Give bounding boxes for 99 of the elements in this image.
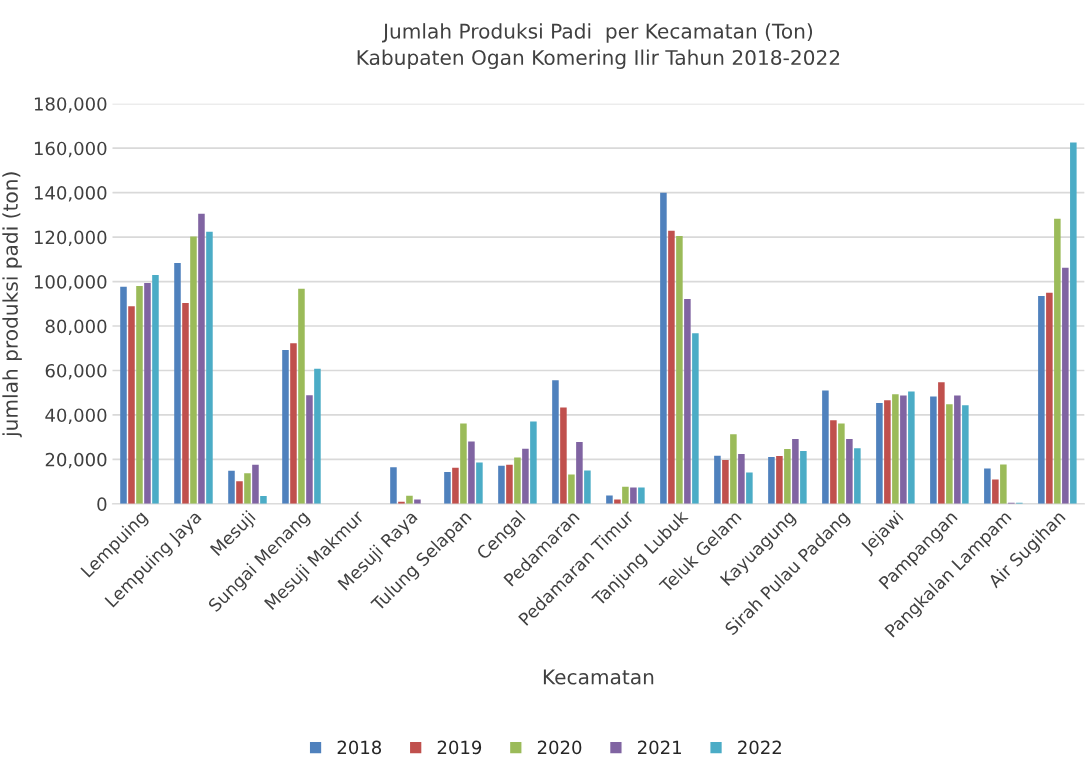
y-tick-label: 140,000 bbox=[34, 186, 107, 202]
bar bbox=[660, 192, 667, 504]
legend-label: 2018 bbox=[337, 740, 382, 755]
bar bbox=[152, 275, 159, 504]
bar bbox=[768, 456, 775, 504]
y-tick-label: 100,000 bbox=[34, 275, 107, 291]
bar bbox=[954, 395, 961, 504]
bar bbox=[514, 457, 521, 504]
bar bbox=[776, 456, 783, 504]
legend-label: 2021 bbox=[638, 740, 681, 755]
bar bbox=[908, 391, 915, 504]
bar bbox=[738, 454, 745, 504]
bar bbox=[228, 470, 235, 504]
bar bbox=[1062, 267, 1069, 504]
bar bbox=[830, 420, 837, 504]
bar bbox=[606, 495, 613, 504]
bar bbox=[460, 423, 467, 504]
bar bbox=[692, 333, 699, 504]
bar bbox=[182, 302, 189, 504]
bar bbox=[506, 464, 513, 504]
bar bbox=[630, 487, 637, 504]
bar bbox=[314, 368, 321, 504]
bar bbox=[236, 481, 243, 504]
bar bbox=[244, 473, 251, 504]
bar bbox=[1038, 296, 1045, 504]
y-tick-label: 160,000 bbox=[34, 141, 107, 158]
bar bbox=[946, 404, 953, 504]
bar bbox=[576, 442, 583, 504]
bar bbox=[992, 479, 999, 504]
bar bbox=[784, 448, 791, 504]
bar bbox=[174, 263, 181, 504]
bar bbox=[892, 394, 899, 504]
bar bbox=[144, 282, 151, 504]
x-axis-title: Kecamatan bbox=[543, 669, 654, 685]
bar bbox=[1000, 464, 1007, 504]
bar bbox=[522, 448, 529, 504]
bar bbox=[406, 495, 413, 504]
bar bbox=[622, 486, 629, 504]
bar bbox=[476, 462, 483, 504]
bar bbox=[638, 487, 645, 504]
bar bbox=[668, 230, 675, 504]
bar bbox=[846, 438, 853, 504]
bar bbox=[290, 343, 297, 504]
bar bbox=[822, 390, 829, 504]
y-tick-label: 180,000 bbox=[34, 97, 107, 113]
bar bbox=[900, 395, 907, 504]
y-tick-label: 20,000 bbox=[45, 452, 107, 469]
bar bbox=[498, 465, 505, 504]
y-tick-label: 80,000 bbox=[45, 319, 107, 335]
bar bbox=[722, 460, 729, 504]
bar bbox=[530, 421, 537, 504]
bar bbox=[962, 405, 969, 504]
y-tick-label: 120,000 bbox=[34, 230, 107, 247]
bar bbox=[252, 464, 259, 504]
bar bbox=[730, 434, 737, 504]
bar bbox=[676, 235, 683, 504]
bar bbox=[1046, 292, 1053, 504]
bar bbox=[568, 474, 575, 504]
legend-label: 2022 bbox=[738, 740, 781, 755]
bar bbox=[1070, 142, 1077, 504]
bar bbox=[714, 455, 721, 504]
bar bbox=[468, 441, 475, 504]
bar bbox=[390, 467, 397, 504]
bar bbox=[684, 298, 691, 504]
chart-title: Jumlah Produksi Padi per Kecamatan (Ton) Kabupaten Ogan Komering Ilir Tahun 2018-2022 bbox=[357, 23, 840, 70]
bar bbox=[792, 438, 799, 504]
y-tick-label: 40,000 bbox=[45, 408, 107, 424]
bar bbox=[552, 380, 559, 504]
bar bbox=[282, 350, 289, 504]
bar bbox=[884, 400, 891, 504]
bar bbox=[198, 213, 205, 504]
bar bbox=[746, 472, 753, 504]
bar bbox=[584, 470, 591, 504]
bar bbox=[260, 496, 267, 504]
bar bbox=[800, 450, 807, 504]
y-axis-title: jumlah produksi padi (ton) bbox=[2, 172, 22, 438]
legend-label: 2019 bbox=[437, 740, 482, 755]
bar bbox=[938, 382, 945, 504]
bar bbox=[206, 231, 213, 504]
bar bbox=[1054, 218, 1061, 504]
bar bbox=[136, 286, 143, 504]
bar bbox=[854, 448, 861, 504]
bar bbox=[838, 423, 845, 504]
y-tick-label: 0 bbox=[97, 497, 107, 511]
bar bbox=[120, 286, 127, 504]
bar bbox=[306, 395, 313, 504]
bar bbox=[190, 236, 197, 504]
bar bbox=[876, 402, 883, 504]
bar bbox=[414, 499, 421, 504]
bar bbox=[984, 468, 991, 504]
bar bbox=[930, 396, 937, 504]
bar bbox=[452, 467, 459, 504]
bar bbox=[560, 407, 567, 504]
bar bbox=[128, 306, 135, 504]
bar bbox=[298, 288, 305, 504]
legend-label: 2020 bbox=[537, 740, 582, 755]
bar bbox=[444, 472, 451, 504]
y-tick-label: 60,000 bbox=[45, 363, 107, 380]
bar bbox=[614, 499, 621, 504]
